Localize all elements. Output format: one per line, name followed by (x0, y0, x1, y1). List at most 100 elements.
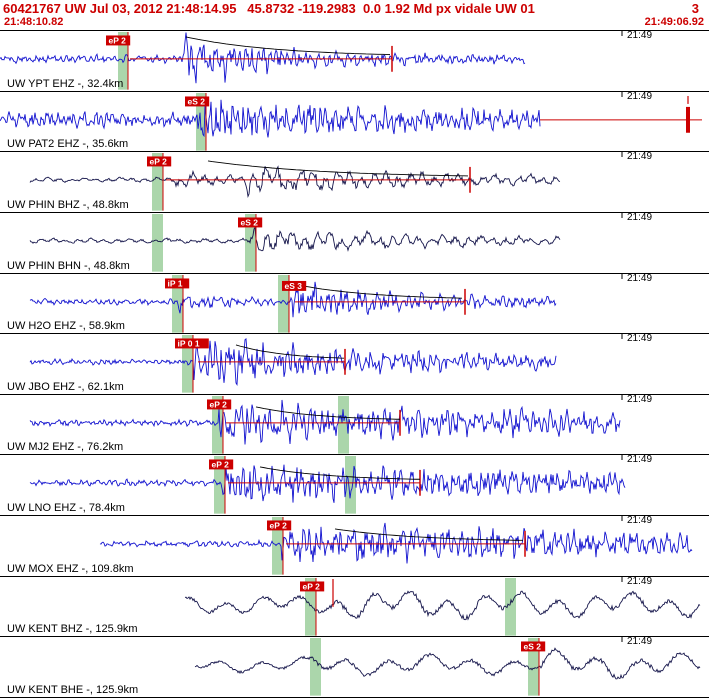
event-header: 60421767 UW Jul 03, 2012 21:48:14.95 45.… (0, 0, 709, 30)
trace-panel-h2o-ehz[interactable]: iP 1 eS 3 21:49 UW H2O EHZ -, 58.9km (0, 272, 709, 334)
seismic-trace (29, 226, 561, 252)
waveform-canvas: eP 2 (29, 455, 626, 515)
pick-uncertainty-band[interactable] (118, 31, 128, 90)
seismic-trace (29, 165, 561, 199)
pick-uncertainty-band[interactable] (272, 517, 283, 575)
pick-uncertainty-band[interactable] (345, 456, 356, 515)
waveform-canvas: eP 2 (99, 516, 693, 575)
trace-panel-kent-bhe[interactable]: eS 2 21:49 UW KENT BHE -, 125.9km (0, 636, 709, 698)
minute-label: 21:49 (627, 90, 653, 102)
waveform-canvas: eP 2 (29, 152, 623, 211)
trace-panel-kent-bhz[interactable]: eP 2 21:49 UW KENT BHZ -, 125.9km (0, 575, 709, 637)
waveform-canvas: iP 1 eS 3 (29, 273, 623, 333)
seismic-trace (99, 522, 693, 564)
minute-label: 21:49 (627, 515, 653, 527)
station-label: UW JBO EHZ -, 62.1km (7, 380, 124, 393)
pick-flag[interactable] (106, 35, 131, 46)
pick-uncertainty-band[interactable] (196, 92, 206, 151)
minute-label: 21:49 (627, 151, 653, 163)
trace-panel-mj2-ehz[interactable]: eP 2 21:49 UW MJ2 EHZ -, 76.2km (0, 393, 709, 455)
pick-flag[interactable] (185, 96, 210, 107)
pick-flag-label: eS 2 (241, 217, 259, 227)
pick-uncertainty-band[interactable] (505, 577, 516, 636)
seismic-trace (29, 281, 557, 317)
pick-flag-label: eP 2 (303, 581, 321, 591)
waveform-canvas: eP 2 (29, 394, 623, 454)
pick-flag[interactable] (165, 278, 190, 288)
waveform-canvas: eP 2 (0, 31, 623, 90)
pick-uncertainty-band[interactable] (152, 153, 163, 211)
trace-panel-lno-ehz[interactable]: eP 2 21:49 UW LNO EHZ -, 78.4km (0, 454, 709, 516)
seismic-trace (29, 465, 626, 504)
station-label: UW MOX EHZ -, 109.8km (7, 562, 134, 575)
pick-uncertainty-band[interactable] (278, 274, 289, 333)
event-summary: 60421767 UW Jul 03, 2012 21:48:14.95 45.… (3, 1, 535, 16)
station-label: UW MJ2 EHZ -, 76.2km (7, 441, 124, 454)
seismic-trace (29, 399, 621, 445)
trace-panel-phin-bhz[interactable]: eP 2 21:49 UW PHIN BHZ -, 48.8km (0, 151, 709, 212)
pick-uncertainty-band[interactable] (310, 638, 321, 697)
pick-flag[interactable] (175, 338, 209, 349)
minute-label: 21:49 (627, 211, 653, 223)
coda-decay-curve (207, 160, 469, 177)
pick-flag-label: iP 1 (168, 278, 183, 288)
minute-label: 21:49 (627, 575, 653, 587)
pick-uncertainty-band[interactable] (338, 395, 349, 454)
seismic-trace (184, 590, 701, 621)
pick-flag-label: eP 2 (210, 399, 228, 409)
window-end-time: 21:49:06.92 (644, 16, 704, 28)
trace-panel-mox-ehz[interactable]: eP 2 21:49 UW MOX EHZ -, 109.8km (0, 515, 709, 576)
pick-flag[interactable] (238, 217, 263, 228)
pick-flag-label: eP 2 (270, 521, 288, 531)
pick-flag-label: eP 2 (150, 157, 168, 167)
pick-flag-label: eS 2 (188, 96, 206, 106)
coda-decay-curve (259, 466, 420, 481)
station-label: UW KENT BHE -, 125.9km (7, 684, 139, 697)
window-start-time: 21:48:10.82 (4, 16, 64, 28)
station-label: UW YPT EHZ -, 32.4km (7, 77, 124, 90)
pick-flag-label: eS 3 (285, 280, 303, 290)
seismic-trace (0, 99, 541, 138)
trace-panel-pat2-ehz[interactable]: eS 2 21:49 UW PAT2 EHZ -, 35.6km (0, 90, 709, 152)
pick-flag[interactable] (209, 459, 234, 470)
minute-label: 21:49 (627, 454, 653, 466)
pick-flag[interactable] (267, 520, 292, 531)
coda-decay-curve (185, 36, 391, 56)
pick-uncertainty-band[interactable] (212, 395, 223, 454)
coda-decay-curve (334, 528, 523, 541)
pick-flag[interactable] (147, 156, 172, 167)
pick-uncertainty-band[interactable] (528, 638, 539, 697)
pick-flag[interactable] (207, 399, 232, 410)
pick-uncertainty-band[interactable] (305, 577, 316, 636)
pick-uncertainty-band[interactable] (152, 213, 163, 272)
station-label: UW LNO EHZ -, 78.4km (7, 502, 125, 515)
pick-flag[interactable] (282, 280, 307, 291)
station-label: UW KENT BHZ -, 125.9km (7, 623, 138, 636)
seismic-trace (194, 647, 701, 680)
trace-list: eP 2 21:49 UW YPT EHZ -, 32.4km eS 2 21:… (0, 30, 709, 698)
pick-uncertainty-band[interactable] (214, 456, 225, 515)
pick-flag-label: eP 2 (212, 460, 230, 470)
waveform-canvas: eS 2 (0, 91, 702, 151)
coda-decay-curve (297, 284, 463, 299)
minute-label: 21:49 (627, 636, 653, 648)
waveform-canvas: eP 2 (184, 576, 701, 636)
pick-flag[interactable] (521, 641, 546, 652)
pick-flag-label: eP 2 (109, 35, 127, 45)
coda-decay-curve (235, 344, 345, 359)
trace-panel-ypt-ehz[interactable]: eP 2 21:49 UW YPT EHZ -, 32.4km (0, 30, 709, 91)
station-label: UW PHIN BHN -, 48.8km (7, 259, 130, 272)
waveform-canvas: iP 0 1 (29, 334, 623, 393)
pick-flag[interactable] (300, 581, 325, 592)
station-label: UW PHIN BHZ -, 48.8km (7, 198, 129, 211)
trace-count: 3 (691, 1, 699, 16)
minute-label: 21:49 (627, 272, 653, 284)
trace-panel-jbo-ehz[interactable]: iP 0 1 21:49 UW JBO EHZ -, 62.1km (0, 333, 709, 394)
station-label: UW PAT2 EHZ -, 35.6km (7, 138, 129, 151)
minute-label: 21:49 (627, 30, 653, 41)
trace-panel-phin-bhn[interactable]: eS 2 21:49 UW PHIN BHN -, 48.8km (0, 211, 709, 273)
waveform-canvas: eS 2 (194, 637, 701, 697)
pick-uncertainty-band[interactable] (245, 213, 256, 272)
minute-label: 21:49 (627, 333, 653, 345)
